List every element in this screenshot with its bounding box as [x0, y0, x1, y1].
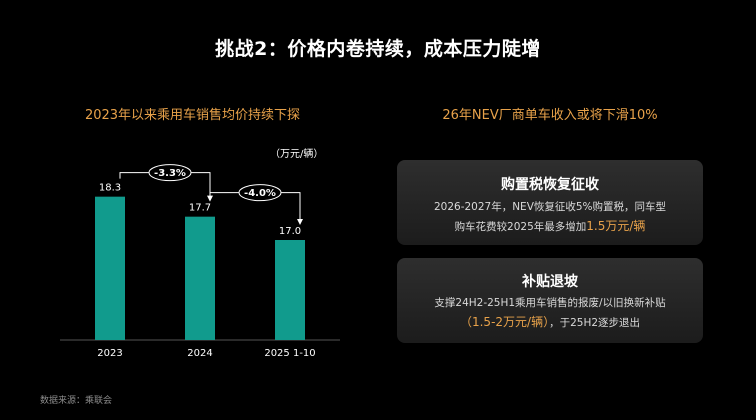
price-bar-chart: 18.3 2023 17.7 2024 17.0 2025 1-10 -3.3% -4.0%	[60, 164, 340, 359]
card-highlight: 1.5万元/辆	[586, 219, 646, 233]
source-note: 数据来源：乘联会	[40, 396, 113, 406]
chart-heading: 2023年以来乘用车销售均价持续下探	[84, 108, 301, 123]
purchase-tax-card: 购置税恢复征收 2026-2027年，NEV恢复征收5%购置税，同车型 购车花费…	[397, 160, 703, 245]
card-text: ，于25H2逐步退出	[549, 317, 641, 329]
card-title: 补贴退坡	[522, 274, 578, 290]
card-body: 支撑24H2-25H1乘用车销售的报废/以旧换新补贴 （1.5-2万元/辆），于…	[407, 294, 693, 333]
change-bubble	[148, 164, 192, 182]
subsidy-card: 补贴退坡 支撑24H2-25H1乘用车销售的报废/以旧换新补贴 （1.5-2万元…	[397, 258, 703, 343]
card-line: 支撑24H2-25H1乘用车销售的报废/以旧换新补贴	[434, 297, 666, 309]
card-line: 2026-2027年，NEV恢复征收5%购置税，同车型	[433, 201, 667, 213]
card-text: 购车花费较2025年最多增加	[454, 221, 587, 233]
change-bubble	[238, 184, 282, 202]
bar	[95, 196, 125, 340]
change-label: -3.3%	[154, 168, 186, 179]
value-label: 17.7	[189, 203, 211, 214]
change-label: -4.0%	[244, 188, 276, 199]
slide-title: 挑战2：价格内卷持续，成本压力陡增	[215, 38, 541, 60]
card-body: 2026-2027年，NEV恢复征收5%购置税，同车型 购车花费较2025年最多…	[407, 198, 693, 237]
value-label: 18.3	[99, 183, 121, 194]
category-label: 2024	[187, 348, 212, 359]
chart-unit-label: （万元/辆）	[270, 149, 324, 160]
bar	[185, 216, 215, 340]
card-line: （1.5-2万元/辆），于25H2逐步退出	[407, 313, 693, 333]
bar	[275, 240, 305, 340]
value-label: 17.0	[279, 226, 301, 237]
card-highlight: （1.5-2万元/辆）	[459, 315, 550, 329]
card-title: 购置税恢复征收	[501, 177, 599, 193]
category-label: 2023	[97, 348, 122, 359]
card-line: 购车花费较2025年最多增加1.5万元/辆	[407, 217, 693, 237]
right-panel-heading: 26年NEV厂商单车收入或将下滑10%	[442, 108, 658, 123]
category-label: 2025 1-10	[264, 348, 315, 359]
